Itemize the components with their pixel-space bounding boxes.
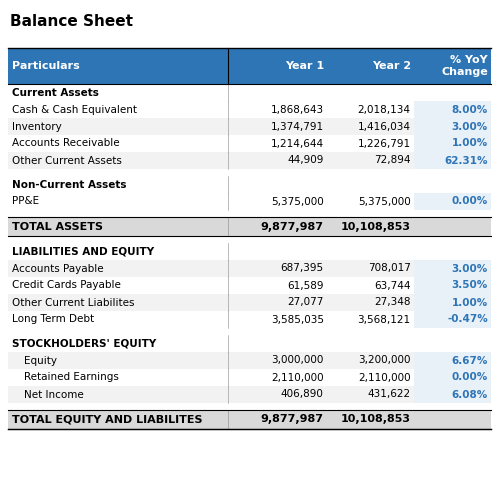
- Bar: [414, 260, 491, 277]
- Text: 3,585,035: 3,585,035: [271, 315, 324, 325]
- Bar: [8, 193, 491, 210]
- Bar: [414, 311, 491, 328]
- Text: Current Assets: Current Assets: [12, 87, 99, 98]
- Bar: [8, 386, 491, 403]
- Text: 6.67%: 6.67%: [452, 356, 488, 366]
- Text: 44,909: 44,909: [287, 155, 324, 165]
- Text: 27,348: 27,348: [374, 297, 411, 307]
- Text: 5,375,000: 5,375,000: [358, 196, 411, 206]
- Bar: [414, 152, 491, 169]
- Bar: [8, 243, 491, 260]
- Text: 431,622: 431,622: [368, 390, 411, 400]
- Text: Other Current Liabilites: Other Current Liabilites: [12, 297, 135, 307]
- Bar: [8, 135, 491, 152]
- Text: Inventory: Inventory: [12, 121, 62, 131]
- Text: % YoY
Change: % YoY Change: [441, 55, 488, 77]
- Bar: [414, 118, 491, 135]
- Text: Accounts Receivable: Accounts Receivable: [12, 139, 120, 149]
- Bar: [8, 152, 491, 169]
- Bar: [8, 311, 491, 328]
- Bar: [8, 352, 491, 369]
- Text: 2,018,134: 2,018,134: [358, 105, 411, 115]
- Bar: [8, 118, 491, 135]
- Text: -0.47%: -0.47%: [447, 315, 488, 325]
- Bar: [8, 48, 491, 84]
- Bar: [8, 176, 491, 193]
- Text: 1.00%: 1.00%: [452, 297, 488, 307]
- Text: 1.00%: 1.00%: [452, 139, 488, 149]
- Bar: [414, 386, 491, 403]
- Text: 687,395: 687,395: [280, 263, 324, 273]
- Bar: [414, 135, 491, 152]
- Text: 3.50%: 3.50%: [452, 281, 488, 291]
- Text: 1,416,034: 1,416,034: [358, 121, 411, 131]
- Bar: [8, 277, 491, 294]
- Text: STOCKHOLDERS' EQUITY: STOCKHOLDERS' EQUITY: [12, 338, 156, 348]
- Text: 0.00%: 0.00%: [452, 372, 488, 382]
- Text: 2,110,000: 2,110,000: [271, 372, 324, 382]
- Bar: [8, 294, 491, 311]
- Text: 3.00%: 3.00%: [452, 263, 488, 273]
- Bar: [414, 352, 491, 369]
- Text: Non-Current Assets: Non-Current Assets: [12, 180, 127, 189]
- Text: 10,108,853: 10,108,853: [341, 414, 411, 424]
- Bar: [8, 260, 491, 277]
- Text: 10,108,853: 10,108,853: [341, 221, 411, 231]
- Bar: [8, 369, 491, 386]
- Bar: [414, 193, 491, 210]
- Text: Particulars: Particulars: [12, 61, 80, 71]
- Bar: [8, 217, 491, 236]
- Text: Other Current Assets: Other Current Assets: [12, 155, 122, 165]
- Text: 9,877,987: 9,877,987: [261, 414, 324, 424]
- Text: LIABILITIES AND EQUITY: LIABILITIES AND EQUITY: [12, 247, 154, 257]
- Bar: [8, 410, 491, 429]
- Bar: [414, 277, 491, 294]
- Bar: [414, 101, 491, 118]
- Text: 8.00%: 8.00%: [452, 105, 488, 115]
- Text: 406,890: 406,890: [281, 390, 324, 400]
- Text: Year 1: Year 1: [284, 61, 324, 71]
- Text: Retained Earnings: Retained Earnings: [24, 372, 119, 382]
- Text: TOTAL EQUITY AND LIABILITES: TOTAL EQUITY AND LIABILITES: [12, 414, 203, 424]
- Text: Net Income: Net Income: [24, 390, 84, 400]
- Text: 9,877,987: 9,877,987: [261, 221, 324, 231]
- Bar: [8, 101, 491, 118]
- Bar: [8, 84, 491, 101]
- Text: 72,894: 72,894: [374, 155, 411, 165]
- Text: Cash & Cash Equivalent: Cash & Cash Equivalent: [12, 105, 137, 115]
- Text: 3.00%: 3.00%: [452, 121, 488, 131]
- Bar: [414, 294, 491, 311]
- Text: Balance Sheet: Balance Sheet: [10, 14, 133, 29]
- Text: Credit Cards Payable: Credit Cards Payable: [12, 281, 121, 291]
- Text: 27,077: 27,077: [287, 297, 324, 307]
- Text: 3,568,121: 3,568,121: [358, 315, 411, 325]
- Text: 0.00%: 0.00%: [452, 196, 488, 206]
- Bar: [414, 369, 491, 386]
- Text: Equity: Equity: [24, 356, 57, 366]
- Text: 5,375,000: 5,375,000: [271, 196, 324, 206]
- Text: Year 2: Year 2: [372, 61, 411, 71]
- Text: 61,589: 61,589: [287, 281, 324, 291]
- Text: Long Term Debt: Long Term Debt: [12, 315, 94, 325]
- Text: TOTAL ASSETS: TOTAL ASSETS: [12, 221, 103, 231]
- Text: 1,374,791: 1,374,791: [270, 121, 324, 131]
- Text: Accounts Payable: Accounts Payable: [12, 263, 104, 273]
- Text: 2,110,000: 2,110,000: [358, 372, 411, 382]
- Text: 6.08%: 6.08%: [452, 390, 488, 400]
- Text: 708,017: 708,017: [368, 263, 411, 273]
- Text: 62.31%: 62.31%: [445, 155, 488, 165]
- Bar: [8, 335, 491, 352]
- Text: 1,868,643: 1,868,643: [270, 105, 324, 115]
- Text: 1,214,644: 1,214,644: [270, 139, 324, 149]
- Text: 63,744: 63,744: [374, 281, 411, 291]
- Text: PP&E: PP&E: [12, 196, 39, 206]
- Text: 3,200,000: 3,200,000: [358, 356, 411, 366]
- Text: 1,226,791: 1,226,791: [358, 139, 411, 149]
- Text: 3,000,000: 3,000,000: [271, 356, 324, 366]
